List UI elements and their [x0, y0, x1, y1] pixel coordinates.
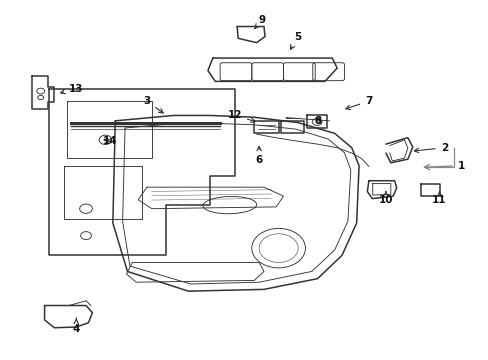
Text: 1: 1 — [424, 161, 464, 171]
Circle shape — [103, 138, 107, 141]
Text: 2: 2 — [413, 143, 447, 153]
Text: 5: 5 — [290, 32, 301, 49]
Text: 4: 4 — [72, 318, 80, 334]
Text: 10: 10 — [378, 192, 392, 205]
Text: 6: 6 — [255, 147, 262, 165]
Text: 11: 11 — [431, 192, 446, 205]
Text: 3: 3 — [143, 96, 163, 113]
Text: 13: 13 — [61, 84, 83, 94]
Text: 9: 9 — [254, 15, 264, 28]
Text: 7: 7 — [345, 96, 372, 109]
Text: 12: 12 — [227, 111, 255, 122]
Text: 14: 14 — [103, 136, 118, 145]
Text: 8: 8 — [313, 116, 321, 126]
